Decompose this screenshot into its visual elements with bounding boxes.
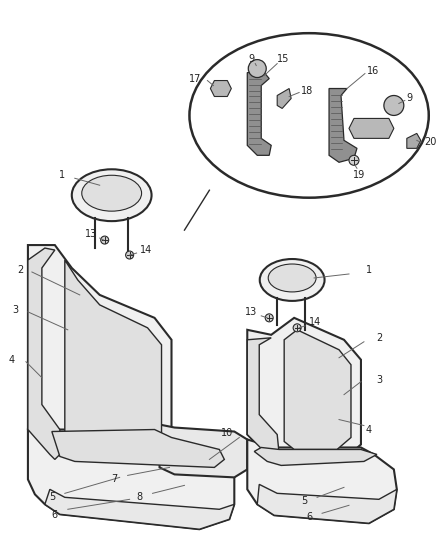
- Polygon shape: [45, 489, 234, 529]
- Polygon shape: [28, 245, 172, 459]
- Circle shape: [248, 60, 266, 77]
- Text: 17: 17: [189, 74, 201, 84]
- Text: 5: 5: [49, 492, 55, 502]
- Circle shape: [293, 324, 301, 332]
- Text: 13: 13: [85, 229, 97, 239]
- Polygon shape: [210, 80, 231, 96]
- Text: 14: 14: [140, 245, 152, 255]
- Circle shape: [265, 314, 273, 322]
- Polygon shape: [247, 338, 279, 459]
- Text: 4: 4: [9, 355, 15, 365]
- Polygon shape: [277, 88, 291, 108]
- Text: 6: 6: [52, 510, 58, 520]
- Text: 5: 5: [301, 496, 307, 506]
- Text: 16: 16: [367, 66, 379, 76]
- Text: 8: 8: [137, 492, 143, 502]
- Text: 1: 1: [366, 265, 372, 275]
- Text: 4: 4: [366, 424, 372, 434]
- Polygon shape: [329, 88, 357, 163]
- Text: 2: 2: [376, 333, 382, 343]
- Polygon shape: [257, 484, 397, 523]
- Ellipse shape: [72, 169, 152, 221]
- Text: 10: 10: [221, 427, 233, 438]
- Text: 3: 3: [12, 305, 18, 315]
- Ellipse shape: [268, 264, 316, 292]
- Polygon shape: [247, 440, 397, 523]
- Text: 18: 18: [301, 85, 313, 95]
- Ellipse shape: [260, 259, 325, 301]
- Text: 19: 19: [353, 170, 365, 180]
- Polygon shape: [407, 133, 421, 148]
- Polygon shape: [254, 448, 377, 465]
- Polygon shape: [159, 425, 247, 478]
- Text: 9: 9: [407, 93, 413, 103]
- Polygon shape: [284, 330, 351, 449]
- Circle shape: [349, 155, 359, 165]
- Ellipse shape: [82, 175, 141, 211]
- Polygon shape: [52, 430, 224, 467]
- Text: 3: 3: [376, 375, 382, 385]
- Ellipse shape: [190, 33, 429, 198]
- Text: 13: 13: [245, 307, 257, 317]
- Polygon shape: [65, 260, 162, 448]
- Polygon shape: [247, 318, 361, 459]
- Polygon shape: [349, 118, 394, 139]
- Circle shape: [126, 251, 134, 259]
- Polygon shape: [28, 248, 60, 459]
- Text: 1: 1: [59, 170, 65, 180]
- Text: 14: 14: [309, 317, 321, 327]
- Polygon shape: [28, 430, 234, 529]
- Text: 15: 15: [277, 54, 290, 63]
- Text: 6: 6: [306, 512, 312, 522]
- Circle shape: [101, 236, 109, 244]
- Text: 2: 2: [17, 265, 23, 275]
- Text: 9: 9: [248, 54, 254, 63]
- Circle shape: [384, 95, 404, 116]
- Polygon shape: [247, 72, 271, 155]
- Text: 20: 20: [424, 138, 436, 147]
- Text: 7: 7: [112, 474, 118, 484]
